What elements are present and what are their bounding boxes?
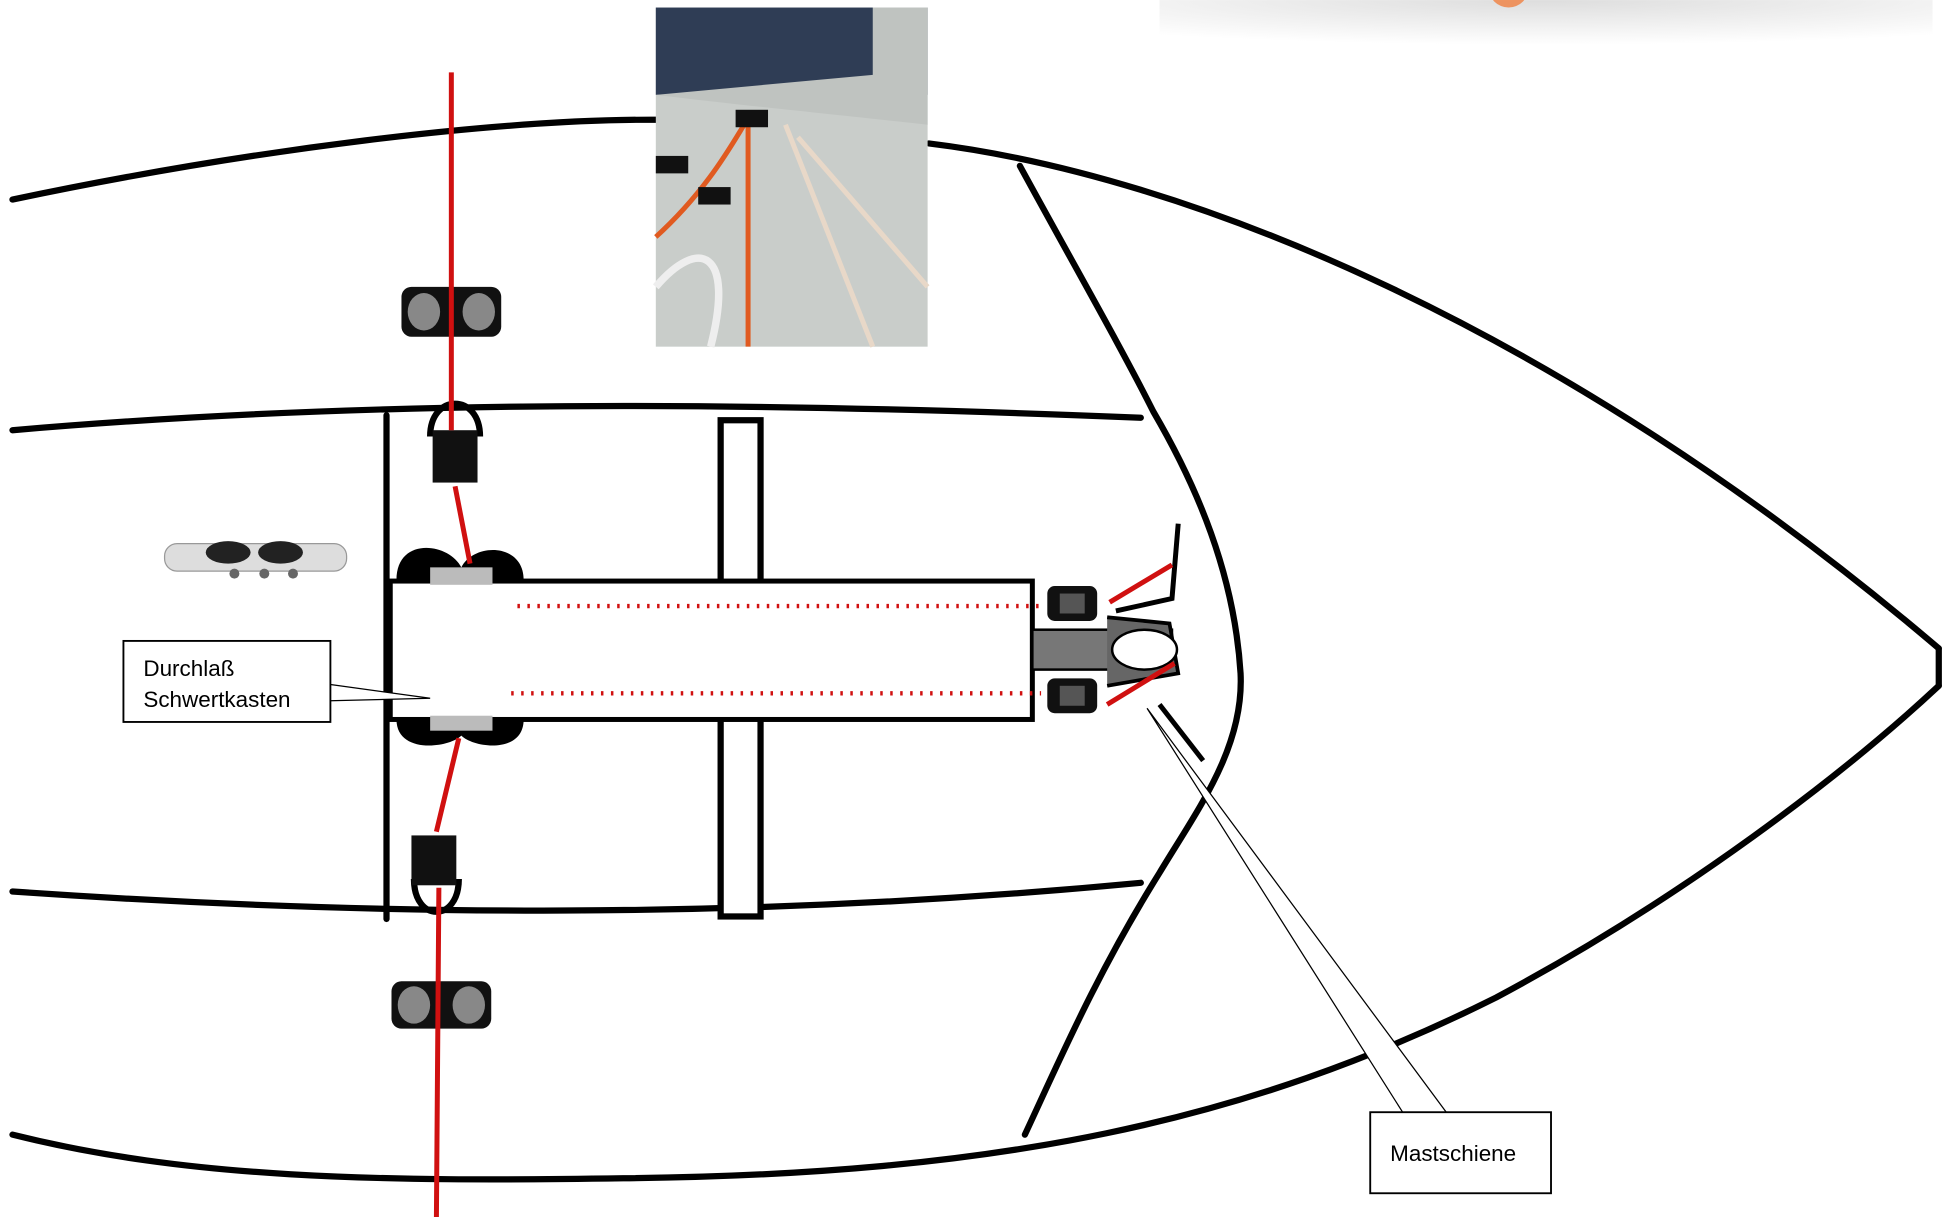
mast (1112, 630, 1177, 670)
boat-diagram: Durchlaß Schwertkasten Mastschiene (0, 0, 1945, 1217)
centreboard-box (390, 581, 1032, 719)
fairlead-top (430, 404, 480, 483)
page: Durchlaß Schwertkasten Mastschiene (() =… (0, 0, 1945, 1217)
bracket (1160, 705, 1204, 761)
fairlead-bottom (411, 835, 458, 911)
cam-cleat (391, 981, 491, 1028)
callout-mastschiene: Mastschiene (1147, 708, 1551, 1193)
side-deck (12, 406, 1140, 430)
callout-text: Durchlaß (143, 656, 234, 681)
cleat-photo (165, 541, 347, 578)
turning-block (1060, 686, 1085, 706)
callout-text: Schwertkasten (143, 687, 290, 712)
photo (656, 8, 928, 347)
fairlead (430, 716, 492, 731)
turning-block (1060, 594, 1085, 614)
side-deck (12, 883, 1140, 911)
callout-text: Mastschiene (1390, 1141, 1516, 1166)
shadow (1160, 0, 1933, 56)
hull-outline (12, 686, 1938, 1180)
fairlead (430, 567, 492, 584)
